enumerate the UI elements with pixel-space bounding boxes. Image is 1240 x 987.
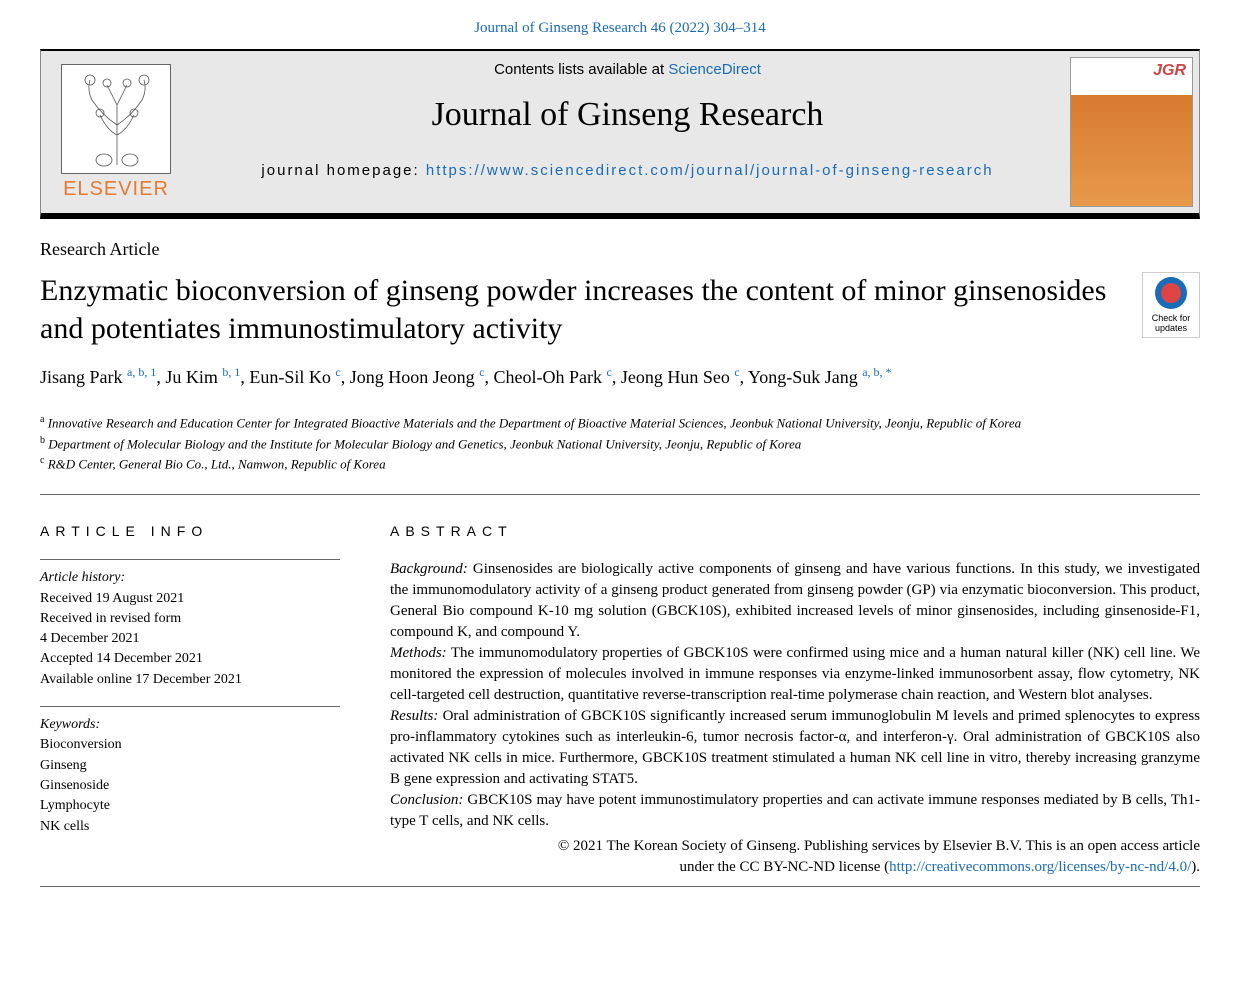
license-link[interactable]: http://creativecommons.org/licenses/by-n…	[889, 859, 1191, 875]
keywords-label: Keywords:	[40, 715, 340, 735]
cover-image: JGR	[1070, 57, 1193, 207]
background-text: Ginsenosides are biologically active com…	[390, 561, 1200, 640]
affiliation: b Department of Molecular Biology and th…	[40, 433, 1200, 454]
author-marks: b, 1	[222, 365, 240, 379]
author-marks: c	[479, 365, 484, 379]
history-accepted: Accepted 14 December 2021	[40, 649, 340, 669]
cover-jgr-label: JGR	[1153, 62, 1186, 80]
article-info-heading: ARTICLE INFO	[40, 523, 340, 539]
header-center: Contents lists available at ScienceDirec…	[191, 51, 1064, 213]
author: Jong Hoon Jeong c	[350, 367, 485, 387]
copyright-block: © 2021 The Korean Society of Ginseng. Pu…	[390, 836, 1200, 878]
history-received: Received 19 August 2021	[40, 589, 340, 609]
author: Ju Kim b, 1	[165, 367, 240, 387]
bottom-divider	[40, 886, 1200, 887]
journal-header-box: ELSEVIER Contents lists available at Sci…	[40, 49, 1200, 219]
history-online: Available online 17 December 2021	[40, 670, 340, 690]
check-updates-badge[interactable]: Check for updates	[1142, 272, 1200, 338]
homepage-prefix: journal homepage:	[261, 162, 425, 179]
article-history: Article history: Received 19 August 2021…	[40, 559, 340, 690]
author-marks: c	[734, 365, 739, 379]
article-title: Enzymatic bioconversion of ginseng powde…	[40, 272, 1122, 347]
conclusion-label: Conclusion:	[390, 792, 463, 808]
author: Yong-Suk Jang a, b, *	[748, 367, 892, 387]
keyword: Lymphocyte	[40, 796, 340, 816]
results-text: Oral administration of GBCK10S significa…	[390, 708, 1200, 787]
elsevier-logo-block: ELSEVIER	[41, 51, 191, 213]
keywords-block: Keywords: BioconversionGinsengGinsenosid…	[40, 706, 340, 837]
authors-line: Jisang Park a, b, 1, Ju Kim b, 1, Eun-Si…	[40, 363, 1200, 392]
article-type: Research Article	[40, 239, 1200, 260]
affiliation: a Innovative Research and Education Cent…	[40, 412, 1200, 433]
author-marks: c	[607, 365, 612, 379]
abstract-body: Background: Ginsenosides are biologicall…	[390, 559, 1200, 832]
history-label: Article history:	[40, 568, 340, 588]
elsevier-wordmark: ELSEVIER	[63, 178, 169, 201]
author: Eun-Sil Ko c	[249, 367, 340, 387]
copyright-line2-prefix: under the CC BY-NC-ND license (	[680, 859, 890, 875]
keyword: Ginsenoside	[40, 776, 340, 796]
copyright-line1: © 2021 The Korean Society of Ginseng. Pu…	[558, 838, 1200, 854]
conclusion-text: GBCK10S may have potent immunostimulator…	[390, 792, 1200, 829]
author-marks: c	[335, 365, 340, 379]
journal-cover-thumb: JGR	[1064, 51, 1199, 213]
homepage-line: journal homepage: https://www.sciencedir…	[211, 162, 1044, 179]
sciencedirect-link[interactable]: ScienceDirect	[668, 61, 761, 78]
methods-text: The immunomodulatory properties of GBCK1…	[390, 645, 1200, 703]
affiliation: c R&D Center, General Bio Co., Ltd., Nam…	[40, 453, 1200, 474]
elsevier-tree-icon	[61, 64, 171, 174]
results-label: Results:	[390, 708, 438, 724]
keyword: NK cells	[40, 817, 340, 837]
author: Cheol-Oh Park c	[494, 367, 612, 387]
contents-line: Contents lists available at ScienceDirec…	[211, 61, 1044, 78]
citation-header: Journal of Ginseng Research 46 (2022) 30…	[40, 20, 1200, 37]
author-marks: a, b, *	[862, 365, 891, 379]
article-info-column: ARTICLE INFO Article history: Received 1…	[40, 523, 340, 878]
title-row: Enzymatic bioconversion of ginseng powde…	[40, 272, 1200, 347]
abstract-heading: ABSTRACT	[390, 523, 1200, 539]
author: Jisang Park a, b, 1	[40, 367, 156, 387]
author-marks: a, b, 1	[127, 365, 156, 379]
background-label: Background:	[390, 561, 468, 577]
check-updates-label: Check for updates	[1152, 313, 1191, 333]
crossmark-icon	[1155, 277, 1187, 309]
affiliations: a Innovative Research and Education Cent…	[40, 412, 1200, 474]
abstract-column: ABSTRACT Background: Ginsenosides are bi…	[390, 523, 1200, 878]
keyword: Ginseng	[40, 756, 340, 776]
homepage-link[interactable]: https://www.sciencedirect.com/journal/jo…	[426, 162, 994, 179]
keyword: Bioconversion	[40, 735, 340, 755]
methods-label: Methods:	[390, 645, 447, 661]
history-revised-date: 4 December 2021	[40, 629, 340, 649]
journal-name: Journal of Ginseng Research	[211, 96, 1044, 134]
main-columns: ARTICLE INFO Article history: Received 1…	[40, 523, 1200, 878]
author: Jeong Hun Seo c	[621, 367, 740, 387]
history-revised: Received in revised form	[40, 609, 340, 629]
copyright-line2-suffix: ).	[1191, 859, 1200, 875]
divider	[40, 494, 1200, 495]
contents-prefix: Contents lists available at	[494, 61, 668, 78]
